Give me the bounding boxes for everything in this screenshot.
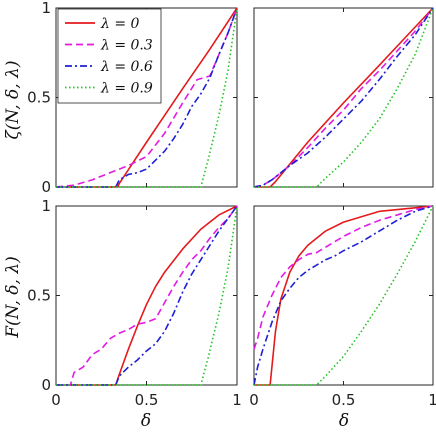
series-line-bottom-right-0 xyxy=(254,205,434,386)
x-tick-label: 0.5 xyxy=(332,391,356,409)
y-tick-label: 0.5 xyxy=(27,89,51,107)
y-tick-label: 0 xyxy=(41,376,51,394)
x-tick-label: 1 xyxy=(232,391,242,409)
series-line-top-right-3 xyxy=(254,7,434,188)
series-line-bottom-left-1 xyxy=(56,205,238,386)
series-line-bottom-left-3 xyxy=(56,205,238,386)
series-line-top-left-1 xyxy=(55,7,238,188)
xlabel-right: δ xyxy=(339,411,349,431)
y-tick-label: 0.5 xyxy=(27,287,51,305)
ylabel-bottom: F(N, δ, λ) xyxy=(3,256,23,338)
series-line-bottom-right-3 xyxy=(254,205,434,386)
series-line-top-left-0 xyxy=(56,7,238,188)
x-tick-label: 0.5 xyxy=(135,391,159,409)
series-line-top-right-2 xyxy=(253,7,434,188)
x-tick-label: 0 xyxy=(249,391,259,409)
y-tick-label: 1 xyxy=(41,197,51,215)
panel-frame-bottom-left xyxy=(55,205,238,386)
series-line-top-right-0 xyxy=(254,7,434,188)
series-line-top-left-2 xyxy=(56,7,238,188)
legend-box xyxy=(57,8,162,104)
legend-label: λ = 0.9 xyxy=(100,81,153,97)
x-tick-label: 0 xyxy=(51,391,61,409)
panel-frame-bottom-right xyxy=(253,205,434,386)
series-line-bottom-right-1 xyxy=(253,205,434,350)
legend-label: λ = 0.3 xyxy=(100,38,153,54)
x-tick-label: 1 xyxy=(428,391,436,409)
panel-frame-top-right xyxy=(253,7,434,188)
legend-label: λ = 0.6 xyxy=(100,59,153,75)
series-line-bottom-right-2 xyxy=(253,205,434,386)
y-tick-label: 1 xyxy=(41,0,51,17)
series-line-top-left-3 xyxy=(56,7,238,188)
xlabel-left: δ xyxy=(141,411,151,431)
series-line-bottom-left-0 xyxy=(56,205,238,386)
y-tick-label: 0 xyxy=(41,178,51,196)
ylabel-top: ζ(N, δ, λ) xyxy=(3,61,23,140)
series-line-bottom-left-2 xyxy=(56,205,238,386)
legend-label: λ = 0 xyxy=(100,16,140,32)
